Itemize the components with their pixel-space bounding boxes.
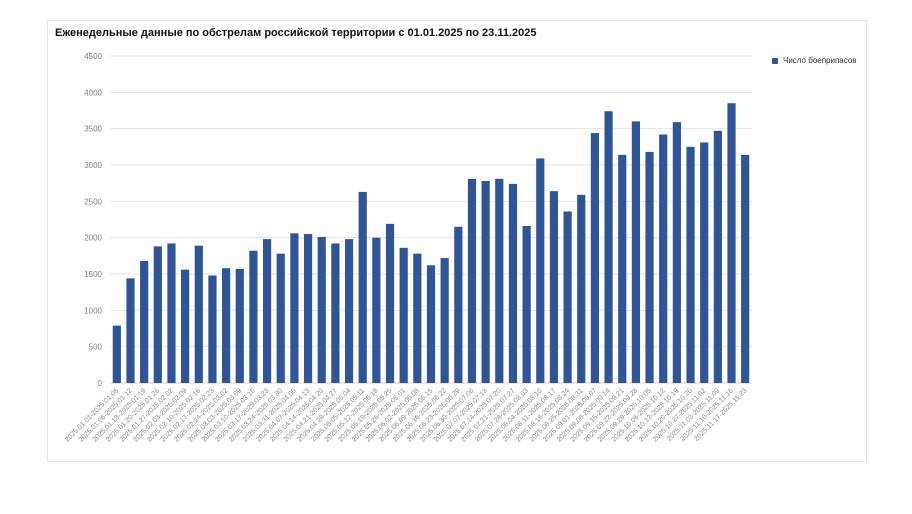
bar [290,233,299,383]
bar [262,239,272,383]
y-tick-label: 4500 [84,52,102,61]
bar [590,133,600,383]
bar [126,278,135,383]
y-tick-label: 2500 [84,197,102,206]
bar [112,325,121,383]
bar [618,154,627,383]
bar [549,191,559,383]
bar [577,194,586,383]
bar [440,258,449,383]
y-tick-label: 0 [98,379,103,388]
y-tick-label: 3500 [84,125,102,134]
bar [631,121,640,384]
bar [741,154,750,383]
bar [672,122,681,384]
bar [222,268,231,383]
chart-title: Еженедельные данные по обстрелам российс… [55,27,537,39]
legend-swatch [772,57,778,64]
bar [385,223,395,383]
bar [659,134,668,383]
bar [344,239,354,383]
bar [645,151,654,383]
y-tick-label: 500 [89,343,103,352]
bar [454,226,463,383]
legend: Число боеприпасов [772,56,857,65]
bar [413,253,422,383]
bar [153,246,162,383]
bar [303,234,313,383]
y-tick-label: 1500 [84,270,102,279]
bar [481,180,490,383]
bar [467,178,477,383]
bar [317,236,326,383]
bar [372,237,381,383]
bar [713,130,722,383]
y-tick-label: 1000 [84,306,102,315]
bar [426,265,436,383]
bar [249,250,258,383]
bar [727,103,736,383]
y-tick-label: 3000 [84,161,102,170]
bar [208,275,217,383]
bar [522,226,531,383]
bar [331,243,340,383]
bar [495,178,504,383]
bar [181,269,190,383]
bar [276,253,285,383]
bar [140,260,149,383]
bar [686,146,695,383]
bar [604,111,613,383]
bar [194,245,203,383]
bar [358,191,367,383]
bar [700,142,709,383]
y-tick-label: 2000 [84,234,102,243]
y-tick-label: 4000 [84,88,102,97]
bar [167,243,176,383]
bar [508,183,518,383]
bar [536,158,545,383]
bar [563,211,572,383]
bar [235,268,244,383]
legend-label: Число боеприпасов [783,56,857,65]
bar [399,247,408,383]
